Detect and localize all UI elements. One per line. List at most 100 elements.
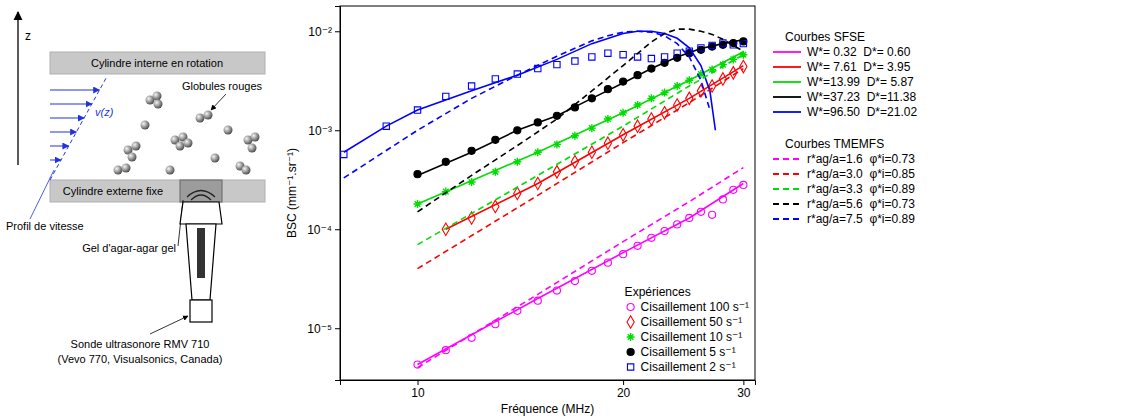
inner-cylinder-label: Cylindre interne en rotation xyxy=(91,57,223,69)
figure: z Cylindre interne en rotation Cylindre ex… xyxy=(0,0,1147,419)
probe-label: Sonde ultrasonore RMV 710 xyxy=(71,338,210,350)
legend-symbol xyxy=(773,66,801,68)
x-tick: 20 xyxy=(617,380,631,400)
cells-pointer xyxy=(211,94,226,110)
x-tick-mark xyxy=(418,380,419,385)
data-point xyxy=(661,54,667,60)
legend-label: Cisaillement 100 s⁻¹ xyxy=(641,300,749,314)
data-point xyxy=(572,58,578,64)
gel xyxy=(180,180,222,202)
plot-data xyxy=(341,29,748,368)
series-line xyxy=(344,31,716,152)
y-tick: 10⁻⁵ xyxy=(307,322,340,336)
y-tick-mark xyxy=(335,229,340,230)
x-tick-label: 20 xyxy=(617,386,631,400)
legend-symbol xyxy=(627,303,634,310)
z-arrow xyxy=(17,12,18,165)
data-point xyxy=(554,61,560,67)
gel-label: Gel d'agar-agar gel xyxy=(82,242,176,254)
legend-title: Courbes SFSE xyxy=(785,30,865,44)
red-blood-cell xyxy=(242,166,251,175)
y-tick-label: 10⁻⁴ xyxy=(307,223,332,237)
x-tick-label: 30 xyxy=(737,386,751,400)
legend-label: W*= 7.61 D*= 3.95 xyxy=(807,60,911,74)
legend-symbol xyxy=(773,158,801,160)
series-line xyxy=(344,31,710,178)
profile-pointer xyxy=(30,170,54,219)
data-point xyxy=(709,211,716,218)
gel-wave xyxy=(187,191,215,198)
legend-label: r*ag/a=5.6 φ*i=0.73 xyxy=(807,197,915,211)
red-blood-cell xyxy=(196,114,205,123)
x-tick: 10 xyxy=(411,380,425,400)
probe-pointer xyxy=(150,316,188,334)
legend-label: r*ag/a=3.3 φ*i=0.89 xyxy=(807,182,915,196)
legend: ExpériencesCisaillement 100 s⁻¹ Cisaillem… xyxy=(625,285,749,374)
y-axis: 10⁻⁵ 10⁻⁴ 10⁻³ 10⁻² xyxy=(307,7,340,381)
data-point xyxy=(468,83,474,89)
red-blood-cell xyxy=(154,100,163,109)
y-tick-label: 10⁻³ xyxy=(308,124,332,138)
y-tick: 10⁻³ xyxy=(308,124,340,138)
velocity-profile xyxy=(50,76,107,180)
legend-label: Cisaillement 10 s⁻¹ xyxy=(641,330,743,344)
x-axis-line xyxy=(341,381,756,386)
probe-core xyxy=(197,228,205,278)
x-tick-label: 10 xyxy=(411,386,425,400)
legend-label: r*ag/a=1.6 φ*i=0.73 xyxy=(807,152,915,166)
y-tick: 10⁻⁴ xyxy=(307,223,340,237)
red-blood-cell xyxy=(184,139,193,148)
velocity-label: v(z) xyxy=(95,106,114,118)
legend-label: W*=37.23 D*=11.38 xyxy=(807,90,917,104)
cells-label: Globules rouges xyxy=(182,80,263,92)
y-tick-label: 10⁻² xyxy=(308,25,332,39)
outer-cylinder-label: Cylindre externe fixe xyxy=(63,185,163,197)
legend-symbol xyxy=(773,51,801,53)
red-blood-cell xyxy=(204,111,213,120)
series-line xyxy=(418,55,744,245)
legend-symbol xyxy=(773,188,801,190)
series-line xyxy=(418,183,744,364)
series-line xyxy=(446,66,744,230)
probe-head xyxy=(180,202,222,224)
series-points xyxy=(442,60,747,235)
data-point xyxy=(605,50,611,56)
data-point xyxy=(620,52,626,58)
red-blood-cell xyxy=(248,144,257,153)
velocity-arrow xyxy=(50,160,61,161)
legend-symbol xyxy=(773,111,801,113)
y-tick-mark xyxy=(335,130,340,131)
legend-symbol xyxy=(627,316,634,328)
velocity-arrow xyxy=(50,132,76,133)
red-blood-cell xyxy=(251,133,260,142)
red-blood-cell xyxy=(176,142,185,151)
red-blood-cell xyxy=(132,142,141,151)
probe-label: (Vevo 770, Visualsonics, Canada) xyxy=(58,353,223,365)
legend-label: Cisaillement 5 s⁻¹ xyxy=(641,345,736,359)
setup-diagram: z Cylindre interne en rotation Cylindre ex… xyxy=(6,12,265,365)
legend-symbol xyxy=(773,203,801,205)
velocity-arrow xyxy=(50,104,92,105)
x-axis-title: Fréquence (MHz) xyxy=(501,402,594,416)
data-point xyxy=(648,55,654,61)
series-line xyxy=(418,52,744,204)
outer-cylinder xyxy=(50,180,265,202)
legend-label: W*= 0.32 D*= 0.60 xyxy=(807,45,911,59)
y-tick-mark xyxy=(335,328,340,329)
data-point xyxy=(740,40,746,46)
legend-title: Courbes TMEMFS xyxy=(785,137,884,151)
data-point xyxy=(634,54,640,60)
legend-title: Expériences xyxy=(625,285,691,299)
red-blood-cell xyxy=(211,154,220,163)
legend-symbol xyxy=(773,81,801,83)
y-tick: 10⁻² xyxy=(308,25,340,39)
profile-label: Profil de vitesse xyxy=(6,220,84,232)
series-line xyxy=(418,40,744,176)
z-label: z xyxy=(25,29,31,43)
velocity-arrow xyxy=(50,90,100,91)
series-line xyxy=(418,69,744,269)
y-tick-label: 10⁻⁵ xyxy=(307,322,332,336)
chart: 10203010⁻⁵10⁻⁴10⁻³10⁻²Fréquence (MHz)BSC… xyxy=(285,6,917,416)
red-blood-cell xyxy=(153,92,162,101)
legend: Courbes SFSEW*= 0.32 D*= 0.60W*= 7.61 D*… xyxy=(773,30,917,119)
